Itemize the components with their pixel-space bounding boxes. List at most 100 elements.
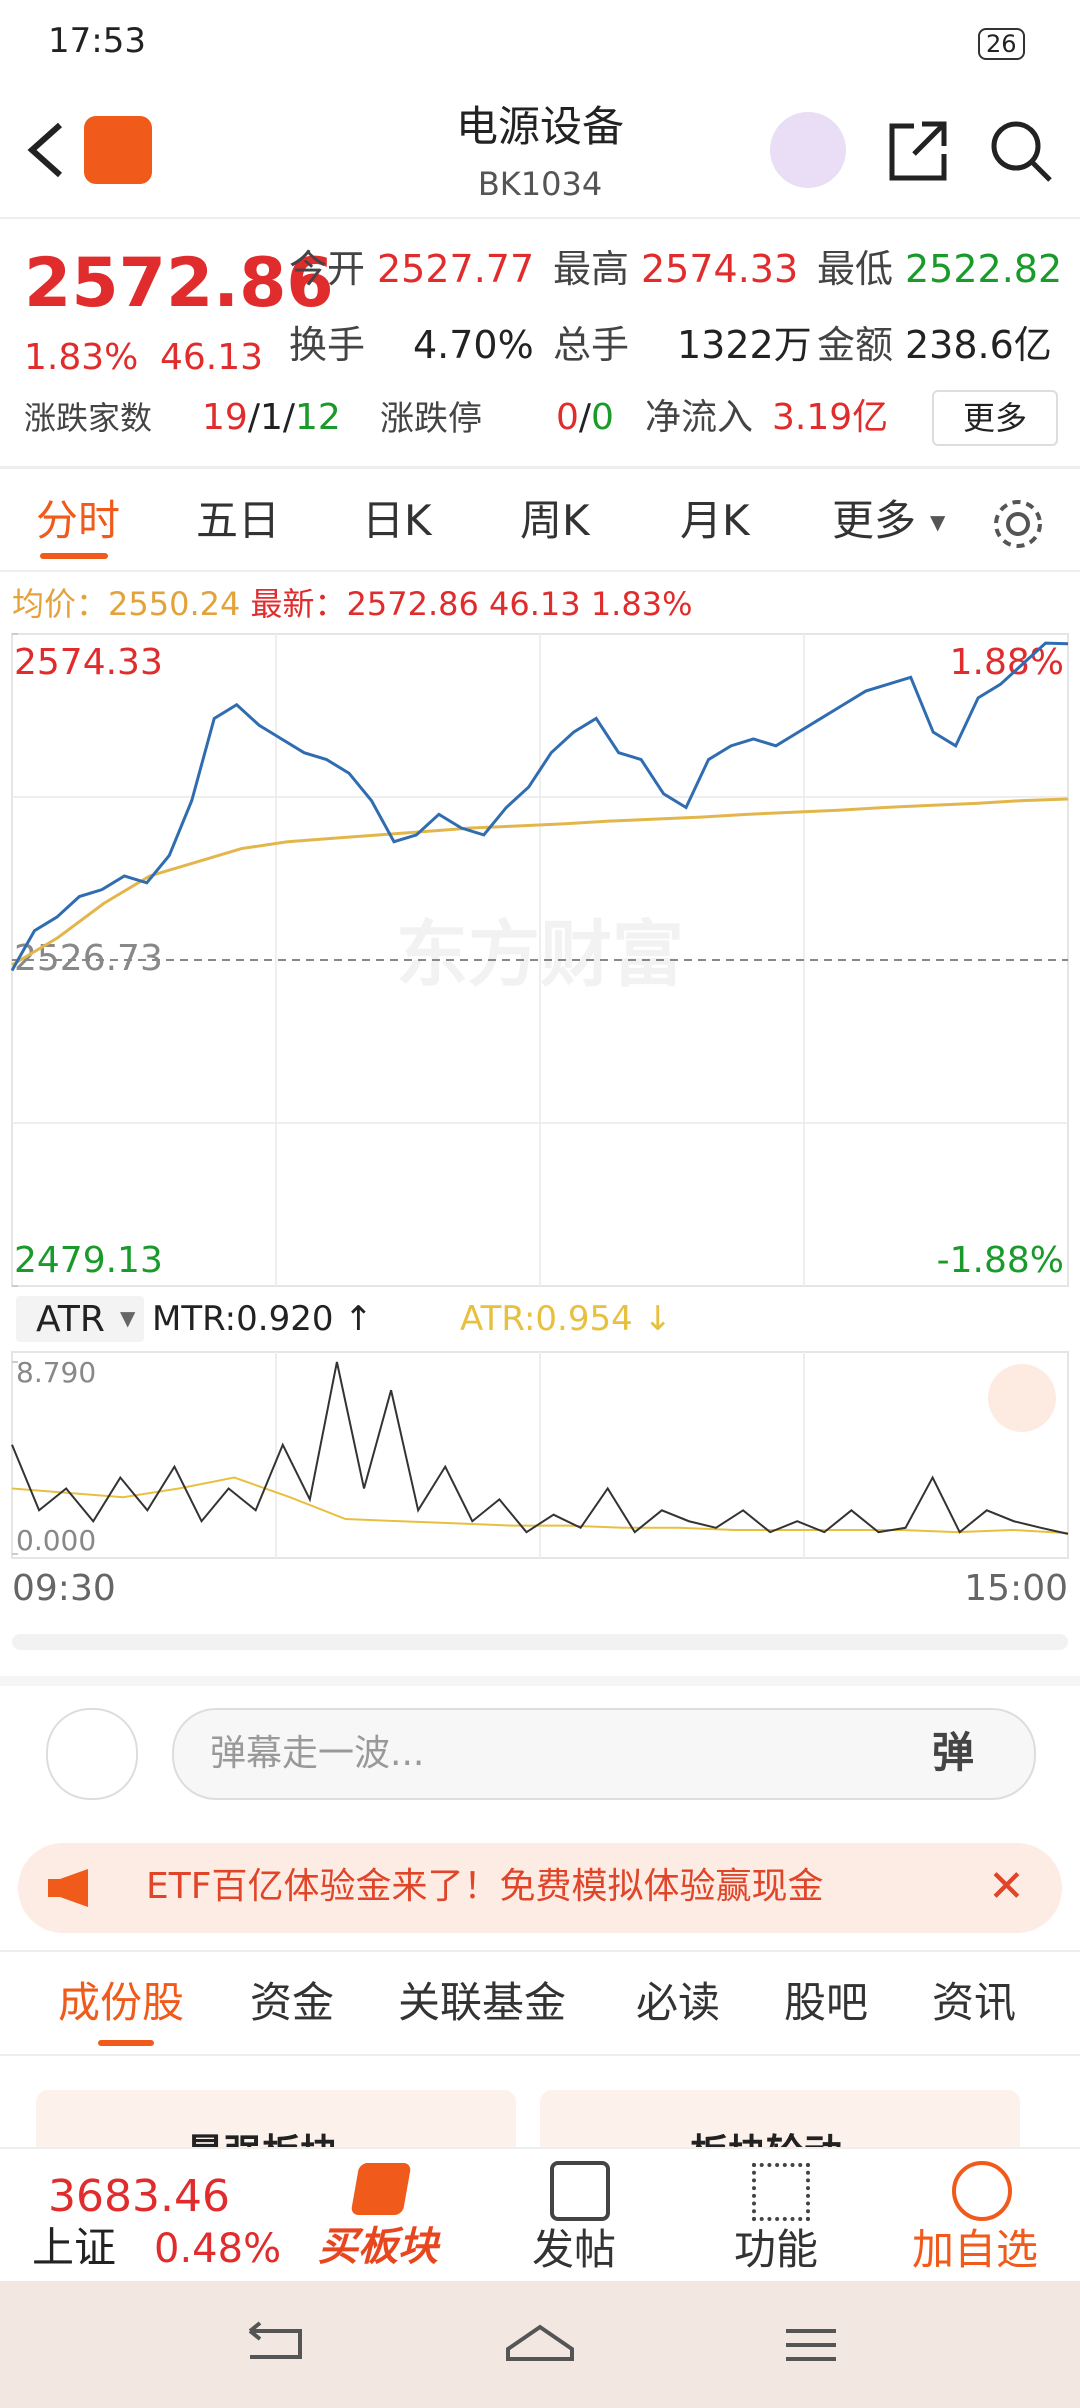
breadth-label: 涨跌家数 [24,399,153,437]
expand-icon[interactable] [988,1364,1056,1432]
y-tick-label: 8.790 [16,1356,96,1389]
x-label: 15:00 [964,1568,1068,1609]
price-line [10,641,1069,972]
atr-chart: 0.000 8.790 09:30 15:00 [11,1351,1069,1609]
tab2[interactable]: 资讯 [932,1978,1017,2027]
change: 46.13 [160,337,264,378]
divider [0,1676,1080,1686]
limit: 0/0 [556,397,614,438]
search-icon[interactable] [988,118,1054,184]
tab2[interactable]: 成份股 [58,1978,185,2027]
header-title: 电源设备 [455,102,624,151]
selector-arrow: ▼ [120,1306,136,1330]
nav-icon [350,2163,412,2215]
index-pct: 0.48% [154,2226,282,2272]
status-time: 17:53 [48,21,146,61]
nav-item[interactable]: 发帖 [532,2225,617,2274]
divider [0,466,1080,469]
y-tick-label: 0.000 [16,1524,96,1557]
tab[interactable]: 日K [362,496,432,545]
danmu-placeholder: 弹幕走一波... [210,1733,425,1774]
app-logo [84,116,152,184]
tab2[interactable]: 资金 [250,1978,335,2027]
field-label: 最低 [817,247,894,291]
flow-value: 3.19亿 [772,397,889,438]
nav-item[interactable]: 功能 [734,2225,819,2274]
tab2[interactable]: 必读 [636,1978,721,2027]
nav-item[interactable]: 买板块 [318,2224,438,2270]
breadth-down: 12 [295,397,341,438]
divider [0,217,1080,219]
index-value: 3683.46 [48,2171,230,2222]
field-label: 金额 [817,323,894,367]
danmu-input[interactable]: 弹幕走一波... 弹 [172,1708,1036,1800]
last-pct: 1.83% [590,585,693,623]
banner[interactable]: ETF百亿体验金来了！免费模拟体验赢现金 ✕ [18,1843,1062,1933]
price-chart: 东方财富 2479.13 2526.73 2574.33 1.88% -1.88% [10,633,1069,1287]
last-label: 最新： [250,585,347,623]
tab[interactable]: 五日 [196,496,281,545]
danmu-button[interactable]: 弹 [932,1728,975,1777]
nav-icon [752,2163,810,2221]
last: 2572.86 [346,585,479,623]
mtr-legend: MTR:0.920 ↑ [152,1299,373,1339]
tab[interactable]: 周K [520,496,590,545]
atr-label: ATR:0.954 [460,1299,633,1339]
avg: 2550.24 [108,585,241,623]
field-label: 换手 [289,323,366,367]
breadth-flat: 1 [259,397,283,438]
field-value: 2527.77 [377,247,535,291]
banner-text: ETF百亿体验金来了！免费模拟体验赢现金 [146,1866,824,1907]
field-value: 2574.33 [641,247,799,291]
divider [0,570,1080,572]
danmu-icon[interactable] [46,1708,138,1800]
field-label: 最高 [553,247,630,291]
field-value: 1322万 [677,323,812,367]
breadth-up: 19 [202,397,248,438]
x-label: 09:30 [12,1568,116,1609]
atr-legend: ATR:0.954 ↓ [460,1299,673,1339]
index-name: 上证 [32,2223,117,2272]
tab[interactable]: 更多 [832,496,917,545]
system-nav [0,2281,1080,2408]
field-value: 2522.82 [905,247,1063,291]
tab-arrow: ▼ [930,510,946,534]
settings-icon[interactable] [990,496,1046,552]
back-icon[interactable] [20,120,70,180]
banner-close[interactable]: ✕ [988,1861,1025,1912]
nav-icon [550,2161,610,2221]
field-label: 总手 [553,323,630,367]
tab[interactable]: 分时 [36,496,121,545]
selector-label: ATR [36,1299,105,1340]
field-value: 238.6亿 [905,323,1052,367]
indicator-selector[interactable]: ATR ▼ [16,1296,144,1342]
tab-underline [40,553,108,559]
battery: 26 [978,28,1025,60]
field-label: 今开 [289,247,366,291]
nav-icon [952,2161,1012,2221]
price-line [11,797,1069,967]
right-label: -1.88% [937,1240,1064,1281]
y-tick-label: 2526.73 [14,938,163,979]
more-button[interactable]: 更多 [932,390,1058,446]
indicator-line [11,1361,1069,1535]
megaphone-icon [48,1869,88,1907]
last-change: 46.13 [489,585,581,623]
summary: 均价：2550.24 最新：2572.86 46.13 1.83% [12,588,692,620]
limit-down: 0 [591,397,614,438]
mtr-label: MTR:0.920 [152,1299,334,1339]
scrollbar[interactable] [12,1634,1068,1650]
tab2[interactable]: 股吧 [784,1978,869,2027]
breadth: 19/1/12 [202,397,341,438]
nav-item[interactable]: 加自选 [912,2225,1039,2274]
divider [0,2054,1080,2056]
tab2-underline [98,2040,154,2046]
share-icon[interactable] [886,118,950,182]
header-code: BK1034 [477,165,603,203]
tab[interactable]: 月K [680,496,750,545]
divider [0,1950,1080,1952]
tab2[interactable]: 关联基金 [398,1978,567,2027]
limit-label: 涨跌停 [380,399,482,439]
robot-icon[interactable] [770,112,846,188]
